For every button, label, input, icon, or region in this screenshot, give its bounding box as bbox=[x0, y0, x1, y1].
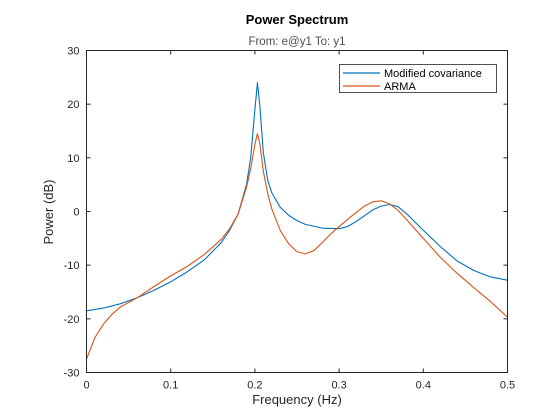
y-tick-label: 30 bbox=[67, 46, 79, 58]
legend: Modified covariance ARMA bbox=[339, 64, 497, 93]
legend-box bbox=[339, 64, 497, 93]
x-axis-label: Frequency (Hz) bbox=[252, 392, 342, 407]
y-tick-label: -10 bbox=[64, 260, 80, 272]
y-tick-label: 0 bbox=[73, 207, 79, 219]
axis-ticks: 0 0.1 0.2 0.3 0.4 0.5 30 20 10 0 -10 -20 -30 bbox=[64, 46, 516, 392]
plot-area: 0 0.1 0.2 0.3 0.4 0.5 30 20 10 0 -10 -20 -30 bbox=[64, 46, 516, 392]
legend-label-modified-covariance: Modified covariance bbox=[384, 68, 482, 80]
chart-subtitle: From: e@y1 To: y1 bbox=[248, 36, 345, 48]
x-tick-label: 0.3 bbox=[331, 380, 346, 392]
x-tick-label: 0 bbox=[83, 380, 89, 392]
x-tick-label: 0.2 bbox=[247, 380, 262, 392]
series-line-arma bbox=[85, 133, 508, 360]
chart-title: Power Spectrum bbox=[246, 12, 349, 27]
y-tick-label: 20 bbox=[67, 99, 79, 111]
y-tick-label: -30 bbox=[64, 368, 80, 380]
x-tick-label: 0.5 bbox=[500, 380, 515, 392]
y-tick-label: -20 bbox=[64, 314, 80, 326]
series-lines bbox=[85, 82, 508, 360]
x-tick-label: 0.4 bbox=[416, 380, 431, 392]
x-tick-label: 0.1 bbox=[163, 380, 178, 392]
legend-label-arma: ARMA bbox=[384, 81, 416, 93]
y-axis-label: Power (dB) bbox=[41, 179, 56, 244]
y-tick-label: 10 bbox=[67, 153, 79, 165]
series-line-modified-covariance bbox=[86, 82, 508, 312]
